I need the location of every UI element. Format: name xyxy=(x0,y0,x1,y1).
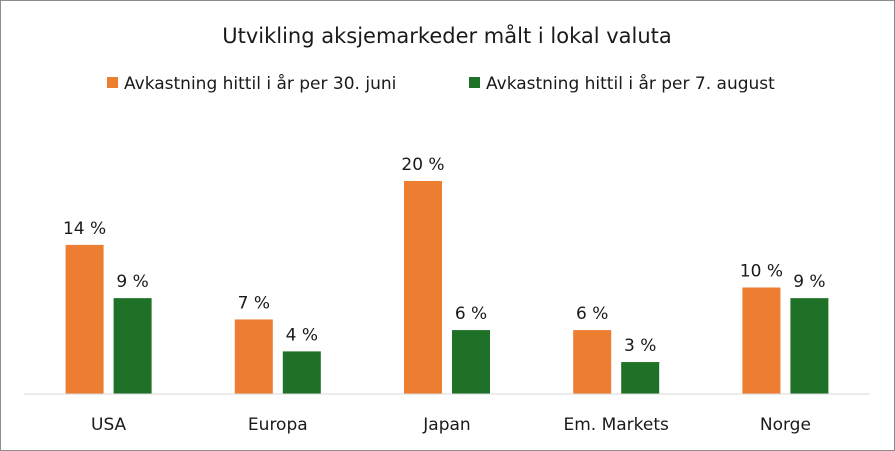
data-label-norge-series-2: 9 % xyxy=(793,272,825,292)
data-label-usa-series-2: 9 % xyxy=(116,272,148,292)
legend: Avkastning hittil i år per 30. juni Avka… xyxy=(107,73,775,94)
legend-swatch-1 xyxy=(107,77,118,88)
bar-europa-series-1 xyxy=(234,319,273,394)
x-tick-label-europa: Europa xyxy=(248,415,308,435)
data-label-europa-series-1: 7 % xyxy=(238,293,270,313)
bar-norge-series-1 xyxy=(742,287,781,394)
data-label-em-markets-series-1: 6 % xyxy=(576,304,608,324)
legend-swatch-2 xyxy=(469,77,480,88)
legend-label-2: Avkastning hittil i år per 7. august xyxy=(486,73,775,94)
legend-label-1: Avkastning hittil i år per 30. juni xyxy=(124,73,396,94)
data-label-europa-series-2: 4 % xyxy=(286,325,318,345)
plot-area: 14 % 9 % USA 7 % 4 % Europa 20 % 6 % Japan 6 % 3 %… xyxy=(63,155,829,435)
chart-title: Utvikling aksjemarkeder målt i lokal val… xyxy=(222,23,672,48)
data-label-japan-series-1: 20 % xyxy=(401,155,444,175)
bar-europa-series-2 xyxy=(282,351,321,394)
x-tick-label-japan: Japan xyxy=(422,415,470,435)
bar-norge-series-2 xyxy=(790,298,829,394)
x-tick-label-em-markets: Em. Markets xyxy=(563,415,669,435)
data-label-japan-series-2: 6 % xyxy=(455,304,487,324)
data-label-norge-series-1: 10 % xyxy=(740,262,783,282)
bar-em-markets-series-2 xyxy=(621,362,660,394)
bar-japan-series-1 xyxy=(404,181,442,394)
x-tick-label-usa: USA xyxy=(91,415,127,435)
legend-item-2: Avkastning hittil i år per 7. august xyxy=(469,73,775,94)
x-tick-label-norge: Norge xyxy=(760,415,811,435)
bar-japan-series-2 xyxy=(452,330,490,394)
bar-usa-series-1 xyxy=(65,244,104,394)
data-label-usa-series-1: 14 % xyxy=(63,219,106,239)
bar-usa-series-2 xyxy=(113,298,152,394)
bar-em-markets-series-1 xyxy=(573,330,612,394)
data-label-em-markets-series-2: 3 % xyxy=(624,336,656,356)
legend-item-1: Avkastning hittil i år per 30. juni xyxy=(107,73,396,94)
